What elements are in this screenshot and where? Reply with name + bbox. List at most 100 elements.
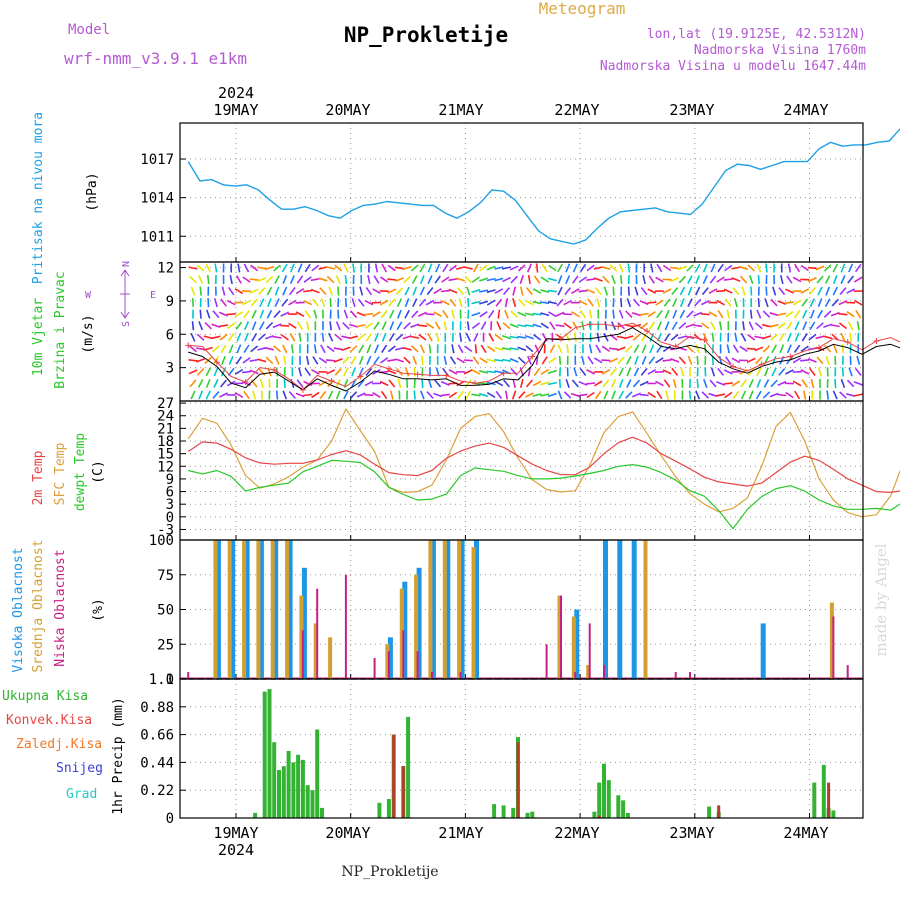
wind-arrow — [198, 390, 204, 400]
wind-arrow — [326, 369, 336, 375]
total-precip-bar — [386, 799, 391, 818]
wind-arrow — [777, 380, 787, 387]
wind-arrow — [190, 332, 196, 342]
wind-arrow — [704, 344, 707, 354]
wind-arrow — [723, 278, 733, 281]
wind-arrow — [677, 265, 687, 271]
wind-arrow — [663, 379, 671, 388]
wind-arrow — [189, 345, 197, 353]
wind-arrow — [389, 321, 395, 331]
wind-gust-mark — [242, 379, 249, 386]
wind-arrow — [480, 321, 487, 330]
wind-speed-line — [188, 327, 900, 392]
low-cloud-bar — [674, 672, 677, 679]
wind-arrow — [366, 344, 372, 354]
wind-arrow — [527, 367, 531, 377]
mid-cloud-bar — [428, 540, 433, 679]
wind-arrow — [318, 357, 328, 364]
wind-arrow — [357, 298, 365, 307]
wind-arrow — [754, 346, 764, 352]
wind-arrow — [587, 298, 594, 307]
wind-arrow — [418, 298, 426, 307]
low-cloud-bar — [846, 665, 849, 679]
wind-arrow — [326, 266, 336, 270]
wind-arrow — [541, 356, 548, 365]
wind-arrow — [832, 344, 838, 354]
wind-arrow — [333, 347, 343, 351]
wind-arrow — [501, 347, 512, 351]
wind-arrow — [517, 356, 526, 364]
wind-arrow — [634, 286, 639, 296]
high-cloud-bar — [230, 540, 236, 679]
wind-arrow — [586, 391, 595, 399]
wind-arrow — [540, 289, 550, 293]
wind-arrow — [199, 286, 202, 296]
wind-arrow — [343, 367, 349, 377]
wind-arrow — [754, 322, 763, 330]
wind-arrow — [532, 288, 542, 294]
wind-gust-mark — [615, 323, 622, 330]
mid-cloud-bar — [227, 540, 232, 679]
wind-arrow — [435, 263, 441, 273]
total-precip-bar — [530, 811, 535, 818]
wind-arrow — [341, 346, 351, 351]
wind-arrow — [601, 369, 611, 375]
wind-arrow — [670, 333, 679, 341]
wind-arrow — [311, 298, 319, 307]
high-cloud-bar — [760, 623, 766, 679]
wind-arrow — [389, 390, 394, 400]
wind-arrow — [625, 310, 633, 318]
wind-arrow — [342, 322, 350, 330]
wind-arrow — [756, 263, 762, 273]
wind-arrow — [593, 380, 603, 387]
wind-arrow — [846, 311, 855, 318]
day-label-bottom: 24MAY — [783, 824, 828, 842]
wind-arrow — [696, 355, 699, 365]
day-label-top: 24MAY — [783, 101, 828, 119]
wind-arrow — [558, 355, 562, 365]
wind-gust-mark — [328, 377, 335, 384]
wind-arrow — [471, 288, 481, 294]
wind-arrow — [244, 332, 249, 342]
wind-arrow — [656, 321, 662, 331]
wind-arrow — [778, 287, 786, 296]
wind-arrow — [381, 332, 387, 342]
wind-arrow — [189, 379, 197, 388]
wind-arrow — [257, 358, 267, 363]
wind-arrow — [403, 275, 411, 284]
y-tick-label: 100 — [149, 533, 174, 549]
wind-arrow — [786, 321, 793, 330]
wind-arrow — [716, 381, 726, 386]
wind-arrow — [815, 335, 825, 340]
wind-arrow — [616, 346, 626, 352]
wind-arrow — [647, 391, 657, 399]
wind-arrow — [671, 367, 679, 376]
temp-ylabel-2: SFC Temp — [53, 443, 68, 506]
wind-arrow — [518, 391, 526, 399]
wind-arrow — [801, 379, 808, 388]
wind-arrow — [417, 324, 427, 327]
wind-arrow — [191, 298, 195, 308]
high-cloud-bar — [631, 540, 637, 679]
wind-arrow — [494, 277, 504, 282]
wind-arrow — [777, 300, 787, 306]
precip-legend-total: Ukupna Kisa — [2, 689, 88, 704]
wind-arrow — [257, 346, 267, 351]
wind-arrow — [756, 367, 762, 377]
wind-arrow — [748, 379, 754, 388]
wind-arrow — [853, 381, 863, 386]
wind-arrow — [288, 391, 296, 399]
high-cloud-bar — [402, 581, 408, 679]
wind-arrow — [663, 298, 671, 307]
wind-arrow — [762, 345, 771, 353]
mid-cloud-bar — [571, 616, 576, 679]
wind-arrow — [838, 322, 847, 330]
wind-arrow — [419, 275, 425, 284]
wind-arrow — [532, 380, 542, 387]
high-cloud-bar — [215, 540, 221, 679]
wind-arrow — [794, 321, 800, 331]
wind-arrow — [387, 278, 397, 281]
wind-arrow — [792, 357, 802, 364]
day-label-top: 19MAY — [213, 101, 258, 119]
wind-arrow — [243, 321, 250, 331]
